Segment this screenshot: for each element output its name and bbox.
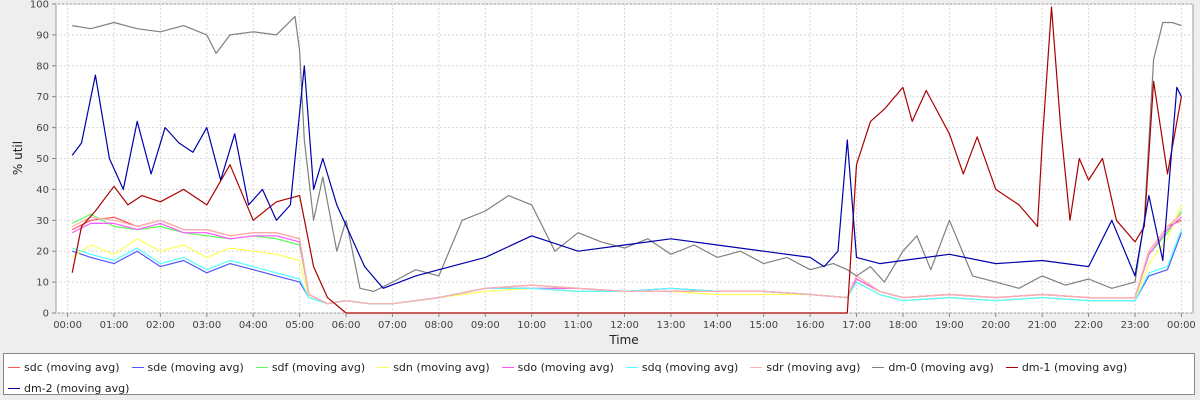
legend-item: sdn (moving avg): [377, 359, 490, 377]
y-tick-label: 30: [36, 216, 49, 227]
series-line-dm-1: [71, 6, 1182, 314]
x-tick-label: 15:00: [749, 320, 778, 331]
x-axis-title: Time: [608, 333, 638, 347]
legend-label: dm-0 (moving avg): [888, 361, 994, 374]
x-tick-label: 12:00: [610, 320, 639, 331]
legend-label: sdf (moving avg): [271, 361, 366, 374]
x-tick-label: 10:00: [517, 320, 546, 331]
legend-item: sdc (moving avg): [8, 359, 120, 377]
legend-item: sdo (moving avg): [501, 359, 614, 377]
x-tick-label: 21:00: [1028, 320, 1057, 331]
legend-item: sdq (moving avg): [625, 359, 739, 377]
x-tick-label: 00:00: [53, 320, 82, 331]
x-tick-label: 20:00: [981, 320, 1010, 331]
legend-swatch: [750, 366, 763, 368]
legend-swatch: [8, 387, 20, 389]
series-line-dm-2: [71, 65, 1182, 289]
legend-label: sde (moving avg): [147, 361, 244, 374]
legend-swatch: [131, 366, 144, 368]
x-tick-label: 16:00: [796, 320, 825, 331]
x-tick-label: 08:00: [424, 320, 453, 331]
legend-label: sdo (moving avg): [517, 361, 614, 374]
y-tick-label: 50: [36, 154, 49, 165]
series-line-dm-0: [72, 15, 1182, 292]
x-tick-label: 23:00: [1121, 320, 1150, 331]
x-tick-label: 14:00: [703, 320, 732, 331]
y-tick-label: 20: [36, 247, 49, 258]
x-tick-label: 01:00: [100, 320, 129, 331]
x-tick-label: 22:00: [1074, 320, 1103, 331]
y-tick-label: 10: [36, 278, 49, 289]
legend-item: dm-1 (moving avg): [1005, 359, 1128, 377]
legend: sdc (moving avg) sde (moving avg) sdf (mov…: [3, 353, 1195, 395]
x-tick-label: 17:00: [842, 320, 871, 331]
y-tick-label: 80: [36, 61, 49, 72]
series-line-sdq: [72, 229, 1182, 305]
y-axis-title: % util: [11, 141, 25, 175]
y-tick-label: 100: [30, 0, 49, 11]
legend-item: dm-2 (moving avg): [8, 380, 129, 398]
y-tick-label: 70: [36, 92, 49, 103]
legend-item: sdf (moving avg): [255, 359, 366, 377]
y-tick-label: 40: [36, 185, 49, 196]
legend-label: dm-1 (moving avg): [1021, 361, 1128, 374]
legend-swatch: [255, 366, 268, 368]
x-tick-label: 18:00: [889, 320, 918, 331]
x-tick-label: 19:00: [935, 320, 964, 331]
legend-label: sdr (moving avg): [766, 361, 861, 374]
y-tick-label: 90: [36, 30, 49, 41]
legend-label: sdq (moving avg): [641, 361, 739, 374]
legend-label: sdc (moving avg): [24, 361, 120, 374]
x-tick-label: 09:00: [471, 320, 500, 331]
x-tick-label: 13:00: [656, 320, 685, 331]
legend-swatch: [501, 366, 514, 368]
legend-swatch: [8, 366, 20, 368]
x-tick-label: 05:00: [285, 320, 314, 331]
series-line-sdr: [71, 213, 1182, 305]
chart-area: 0 10 20 30 40 50 60 70 80 90 100 00:00 01:00 02:00 03:…: [11, 0, 1196, 347]
legend-swatch: [1005, 366, 1018, 368]
legend-swatch: [872, 366, 885, 368]
legend-item: dm-0 (moving avg): [872, 359, 994, 377]
legend-label: dm-2 (moving avg): [24, 382, 130, 395]
legend-swatch: [377, 366, 390, 368]
x-tick-label: 00:00: [1167, 320, 1196, 331]
x-tick-label: 06:00: [332, 320, 361, 331]
x-tick-label: 07:00: [378, 320, 407, 331]
axes: 0 10 20 30 40 50 60 70 80 90 100 00:00 01:00 02:00 03:…: [30, 0, 1196, 331]
legend-label: sdn (moving avg): [393, 361, 490, 374]
legend-item: sde (moving avg): [131, 359, 244, 377]
y-tick-label: 0: [43, 309, 49, 320]
y-tick-label: 60: [36, 123, 49, 134]
x-tick-label: 02:00: [146, 320, 175, 331]
line-chart: 0 10 20 30 40 50 60 70 80 90 100 00:00 01:00 02:00 03:…: [11, 0, 1196, 347]
series-lines: [71, 6, 1182, 314]
x-tick-label: 11:00: [564, 320, 593, 331]
legend-swatch: [625, 366, 638, 368]
x-tick-label: 03:00: [192, 320, 221, 331]
legend-item: sdr (moving avg): [750, 359, 860, 377]
x-tick-label: 04:00: [239, 320, 268, 331]
